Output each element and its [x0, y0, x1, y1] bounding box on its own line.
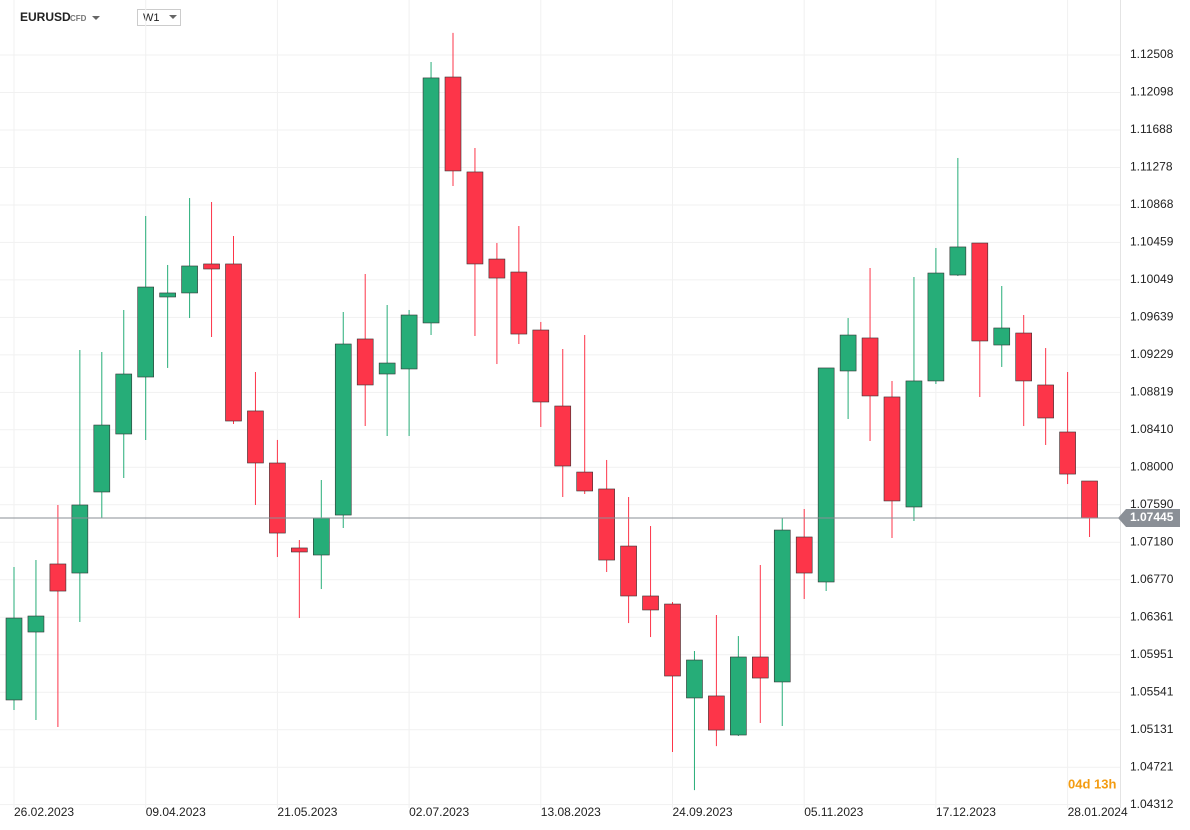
instrument-type: CFD: [70, 14, 87, 23]
timeframe-select[interactable]: [137, 9, 181, 26]
x-tick-label: 26.02.2023: [14, 805, 74, 819]
candle-body: [949, 246, 967, 276]
timeframe[interactable]: W1: [143, 12, 160, 24]
candle-body: [751, 656, 769, 679]
candle-body: [115, 373, 133, 435]
candle-body: [927, 272, 945, 382]
y-tick-label: 1.08000: [1130, 459, 1174, 473]
candle-body: [839, 334, 857, 372]
y-tick-label: 1.08819: [1130, 385, 1174, 399]
y-tick-label: 1.07180: [1130, 534, 1174, 548]
candle-body: [71, 504, 89, 574]
x-tick-label: 28.01.2024: [1068, 805, 1128, 819]
timeframe-dropdown-arrow[interactable]: [169, 15, 177, 19]
candle-body: [247, 410, 264, 464]
y-tick-label: 1.12508: [1130, 47, 1174, 61]
candle-body: [883, 396, 901, 502]
candle-body: [291, 547, 308, 553]
symbol-dropdown-arrow[interactable]: [92, 16, 100, 20]
y-tick-label: 1.12098: [1130, 85, 1174, 99]
candle-body: [686, 659, 703, 699]
candle-body: [861, 337, 879, 397]
candle-body: [93, 424, 111, 493]
candle-body: [159, 292, 176, 298]
y-tick-label: 1.05541: [1130, 684, 1174, 698]
candle-body: [642, 595, 659, 611]
candle-body: [708, 695, 725, 731]
candle-body: [576, 471, 594, 492]
x-tick-label: 21.05.2023: [277, 805, 337, 819]
y-tick-label: 1.06361: [1130, 609, 1174, 623]
candle-body: [905, 380, 923, 508]
candle-body: [488, 258, 506, 279]
y-tick-label: 1.07590: [1130, 497, 1174, 511]
candle-body: [773, 529, 791, 683]
x-tick-label: 24.09.2023: [673, 805, 733, 819]
symbol[interactable]: EURUSD: [20, 10, 71, 24]
y-tick-label: 1.08410: [1130, 422, 1174, 436]
y-tick-label: 1.04312: [1130, 797, 1174, 811]
candle-body: [971, 242, 989, 342]
last-price-label: 1.07445: [1130, 510, 1174, 524]
candle-body: [817, 367, 835, 583]
candle-body: [1015, 332, 1033, 382]
x-tick-label: 05.11.2023: [804, 805, 863, 819]
candle-body: [664, 603, 681, 677]
candle-body: [5, 617, 23, 701]
candle-body: [269, 462, 286, 534]
y-tick-label: 1.05131: [1130, 722, 1174, 736]
y-tick-label: 1.10049: [1130, 272, 1174, 286]
candle-body: [49, 563, 67, 592]
x-tick-label: 02.07.2023: [409, 805, 469, 819]
candle-body: [356, 338, 374, 386]
y-tick-label: 1.10868: [1130, 197, 1174, 211]
y-tick-label: 1.09639: [1130, 310, 1174, 324]
candle-body: [795, 536, 813, 574]
candle-body: [378, 362, 396, 375]
candle-body: [620, 545, 637, 597]
y-tick-label: 1.11278: [1130, 160, 1173, 174]
candle-body: [554, 405, 572, 467]
x-tick-label: 13.08.2023: [541, 805, 601, 819]
candle-body: [27, 615, 45, 633]
last-price-tag: [1118, 509, 1180, 528]
candle-body: [1059, 431, 1076, 475]
candle-body: [181, 265, 198, 294]
x-tick-label: 09.04.2023: [146, 805, 206, 819]
candle-body: [1081, 480, 1098, 519]
candle-body: [312, 517, 330, 556]
candle-body: [532, 329, 550, 403]
candle-body: [730, 656, 747, 736]
candle-body: [444, 76, 462, 172]
y-tick-label: 1.04721: [1130, 759, 1174, 773]
y-tick-label: 1.10459: [1130, 235, 1174, 249]
candle-body: [225, 263, 242, 422]
y-tick-label: 1.05951: [1130, 647, 1174, 661]
y-tick-label: 1.09229: [1130, 347, 1174, 361]
candle-body: [466, 171, 484, 265]
candle-body: [1037, 384, 1054, 419]
candle-countdown: 04d 13h: [1068, 776, 1116, 791]
candle-body: [510, 271, 528, 335]
candle-body: [137, 286, 154, 378]
candle-body: [334, 343, 352, 516]
candle-body: [598, 488, 615, 561]
y-tick-label: 1.06770: [1130, 572, 1174, 586]
candle-body: [993, 327, 1011, 346]
x-tick-label: 17.12.2023: [936, 805, 996, 819]
candle-body: [422, 77, 440, 324]
y-tick-label: 1.11688: [1130, 122, 1173, 136]
candle-body: [203, 263, 220, 270]
candle-body: [400, 314, 418, 370]
